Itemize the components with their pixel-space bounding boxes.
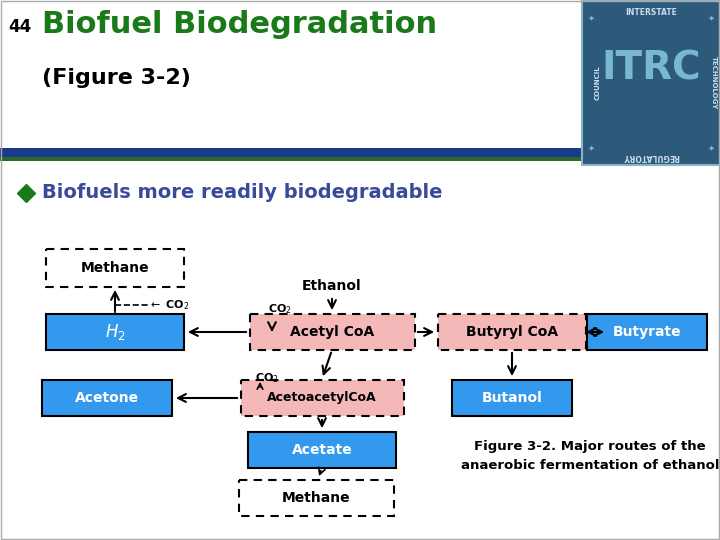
- Text: ✦: ✦: [708, 14, 714, 23]
- Text: COUNCIL: COUNCIL: [595, 66, 601, 100]
- Text: Acetyl CoA: Acetyl CoA: [290, 325, 374, 339]
- Text: Butanol: Butanol: [482, 391, 542, 405]
- FancyBboxPatch shape: [46, 249, 184, 287]
- Text: CO$_2$: CO$_2$: [268, 302, 292, 316]
- Text: Biofuel Biodegradation: Biofuel Biodegradation: [42, 10, 437, 39]
- Bar: [582, 0, 720, 165]
- FancyBboxPatch shape: [238, 480, 394, 516]
- Text: Methane: Methane: [282, 491, 351, 505]
- Text: ✦: ✦: [708, 144, 714, 152]
- FancyBboxPatch shape: [248, 432, 396, 468]
- Text: TECHNOLOGY: TECHNOLOGY: [711, 56, 717, 110]
- Bar: [608, 18, 696, 136]
- Text: AcetoacetylCoA: AcetoacetylCoA: [267, 392, 377, 404]
- FancyBboxPatch shape: [438, 314, 586, 350]
- Bar: [0, 148, 582, 157]
- FancyBboxPatch shape: [250, 314, 415, 350]
- FancyBboxPatch shape: [46, 314, 184, 350]
- FancyBboxPatch shape: [452, 380, 572, 416]
- Text: Acetone: Acetone: [75, 391, 139, 405]
- Text: Methane: Methane: [81, 261, 149, 275]
- Text: 44: 44: [8, 18, 31, 36]
- Text: REGULATORY: REGULATORY: [623, 152, 679, 161]
- FancyBboxPatch shape: [42, 380, 172, 416]
- Text: INTERSTATE: INTERSTATE: [625, 8, 677, 17]
- Text: Ethanol: Ethanol: [302, 279, 362, 293]
- Text: CO$_2$: CO$_2$: [255, 371, 279, 385]
- Text: (Figure 3-2): (Figure 3-2): [42, 68, 191, 88]
- Text: ✦: ✦: [588, 144, 595, 152]
- Text: $\leftarrow$ CO$_2$: $\leftarrow$ CO$_2$: [148, 298, 189, 312]
- Text: Butyryl CoA: Butyryl CoA: [466, 325, 558, 339]
- Text: ITRC: ITRC: [601, 50, 701, 88]
- Text: ✦: ✦: [588, 14, 595, 23]
- Bar: [0, 157, 582, 161]
- Text: Butyrate: Butyrate: [613, 325, 681, 339]
- Text: Acetate: Acetate: [292, 443, 352, 457]
- Text: Figure 3-2. Major routes of the
anaerobic fermentation of ethanol: Figure 3-2. Major routes of the anaerobi…: [461, 440, 719, 472]
- FancyBboxPatch shape: [240, 380, 403, 416]
- Text: Biofuels more readily biodegradable: Biofuels more readily biodegradable: [42, 184, 443, 202]
- FancyBboxPatch shape: [587, 314, 707, 350]
- Text: $H_2$: $H_2$: [104, 322, 125, 342]
